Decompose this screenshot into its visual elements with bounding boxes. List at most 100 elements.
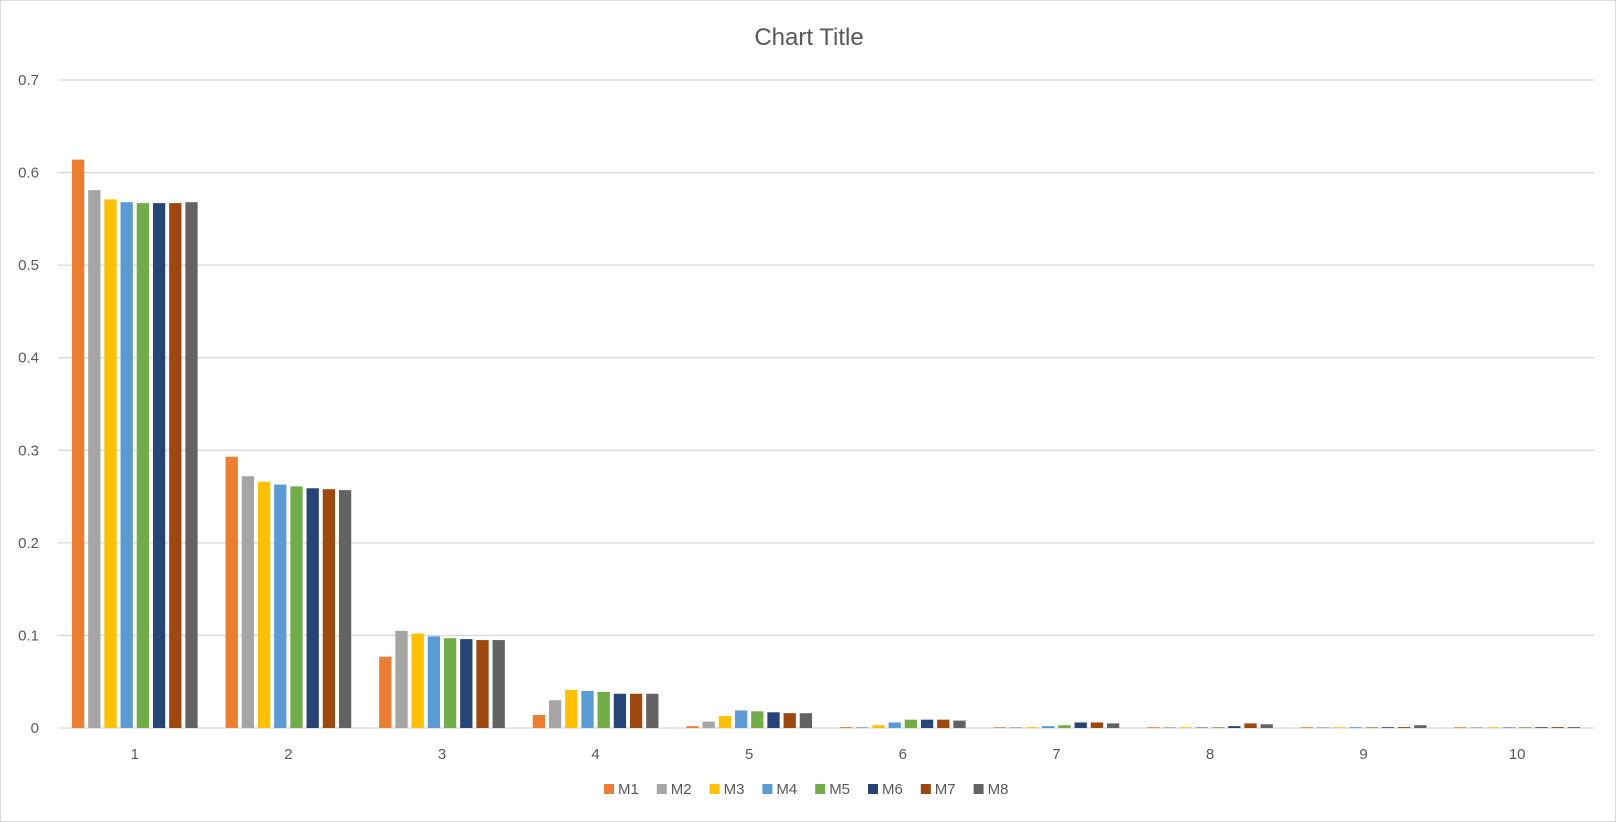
legend-label-m7: M7: [935, 781, 956, 798]
x-tick-label: 2: [284, 746, 292, 763]
bar-m5-cat-6: [904, 719, 918, 728]
legend-label-m4: M4: [776, 781, 797, 798]
y-tick-label: 0.3: [18, 442, 39, 459]
y-tick-label: 0: [31, 720, 39, 737]
bar-m8-cat-7: [1106, 723, 1120, 728]
legend-label-m5: M5: [829, 781, 850, 798]
legend-label-m2: M2: [671, 781, 692, 798]
bar-m7-cat-6: [937, 719, 950, 728]
bar-m2-cat-7: [1009, 727, 1023, 728]
y-tick-label: 0.5: [18, 257, 39, 274]
legend-swatch-m8: [973, 784, 984, 794]
bar-m2-cat-4: [548, 700, 562, 728]
x-tick-label: 1: [131, 746, 139, 763]
x-tick-label: 6: [899, 746, 907, 763]
bar-m1-cat-8: [1147, 727, 1160, 728]
bar-m2-cat-9: [1316, 727, 1330, 728]
bar-m5-cat-8: [1211, 727, 1225, 728]
bar-m2-cat-10: [1470, 727, 1483, 728]
bar-m1-cat-10: [1454, 727, 1467, 728]
x-tick-label: 10: [1509, 746, 1526, 763]
bar-m6-cat-1: [152, 203, 166, 728]
x-tick-label: 9: [1359, 746, 1367, 763]
bar-m6-cat-8: [1228, 726, 1241, 728]
bar-m1-cat-9: [1300, 727, 1314, 728]
bar-m3-cat-4: [565, 690, 578, 728]
bar-m2-cat-6: [856, 727, 869, 728]
bar-m3-cat-8: [1179, 727, 1192, 728]
bar-m8-cat-9: [1414, 725, 1427, 728]
bar-m3-cat-6: [872, 725, 885, 728]
bar-m3-cat-9: [1333, 727, 1346, 728]
bar-m7-cat-1: [169, 203, 182, 728]
bar-m2-cat-5: [702, 721, 715, 728]
y-tick-label: 0.1: [18, 627, 39, 644]
bar-m4-cat-5: [734, 710, 748, 728]
bar-m6-cat-2: [306, 488, 319, 728]
bar-m4-cat-9: [1349, 727, 1362, 728]
y-axis-ticks: 0 0.1 0.2 0.3 0.4 0.5 0.6 0.7: [18, 72, 39, 737]
bar-m3-cat-1: [104, 199, 117, 729]
legend-swatch-m5: [815, 784, 826, 794]
x-axis-ticks: 1 2 3 4 5 6 7 8 9 10: [131, 746, 1526, 763]
legend-swatch-m6: [868, 784, 878, 794]
bar-m1-cat-4: [532, 715, 546, 728]
bar-m8-cat-5: [799, 713, 813, 728]
x-tick-label: 3: [438, 746, 446, 763]
bar-m8-cat-8: [1260, 724, 1273, 728]
bar-m6-cat-10: [1535, 727, 1548, 728]
bar-m2-cat-3: [395, 630, 408, 728]
bar-m4-cat-3: [427, 636, 441, 728]
legend-label-m8: M8: [988, 781, 1009, 798]
bar-m1-cat-3: [379, 656, 392, 728]
bar-m8-cat-10: [1567, 727, 1581, 728]
bar-m7-cat-3: [476, 640, 489, 728]
bar-m4-cat-7: [1042, 726, 1055, 728]
bar-m6-cat-4: [613, 693, 627, 728]
bar-m2-cat-1: [88, 190, 101, 728]
legend-swatch-m7: [920, 784, 931, 794]
bar-m3-cat-10: [1486, 727, 1500, 728]
y-tick-label: 0.6: [18, 165, 39, 182]
bar-m7-cat-7: [1090, 722, 1104, 728]
bar-m5-cat-10: [1519, 727, 1532, 728]
bars: [71, 159, 1581, 729]
bar-m8-cat-1: [185, 202, 198, 729]
bar-m2-cat-8: [1163, 727, 1176, 728]
bar-m5-cat-1: [136, 203, 150, 728]
bar-m6-cat-7: [1074, 722, 1087, 728]
bar-m1-cat-5: [686, 726, 699, 728]
bar-m4-cat-1: [120, 202, 133, 729]
legend-label-m6: M6: [882, 781, 903, 798]
bar-m1-cat-7: [993, 727, 1006, 728]
x-tick-label: 4: [591, 746, 599, 763]
legend: M1 M2 M3 M4 M5 M6 M7 M8: [604, 781, 1008, 798]
legend-label-m1: M1: [618, 781, 639, 798]
bar-m5-cat-9: [1365, 727, 1378, 728]
y-tick-label: 0.2: [18, 535, 39, 552]
legend-label-m3: M3: [724, 781, 745, 798]
chart-title: Chart Title: [754, 24, 863, 51]
bar-m7-cat-2: [322, 489, 336, 728]
x-tick-label: 7: [1052, 746, 1060, 763]
bar-m1-cat-6: [839, 727, 853, 728]
bar-m3-cat-7: [1025, 727, 1039, 728]
bar-m2-cat-2: [241, 476, 255, 728]
bar-m4-cat-10: [1502, 727, 1516, 728]
y-tick-label: 0.7: [18, 72, 39, 89]
bar-m6-cat-9: [1381, 727, 1395, 728]
x-tick-label: 8: [1206, 746, 1214, 763]
gridlines: [58, 79, 1594, 729]
bar-m7-cat-4: [629, 693, 643, 728]
bar-m4-cat-6: [888, 722, 901, 728]
bar-m8-cat-4: [646, 693, 659, 728]
bar-m7-cat-9: [1397, 727, 1411, 728]
bar-m5-cat-7: [1058, 725, 1071, 728]
bar-m8-cat-3: [492, 640, 505, 728]
bar-m4-cat-8: [1195, 727, 1209, 728]
bar-m6-cat-6: [920, 719, 934, 728]
bar-m5-cat-5: [751, 711, 764, 728]
bar-m6-cat-3: [460, 639, 473, 728]
